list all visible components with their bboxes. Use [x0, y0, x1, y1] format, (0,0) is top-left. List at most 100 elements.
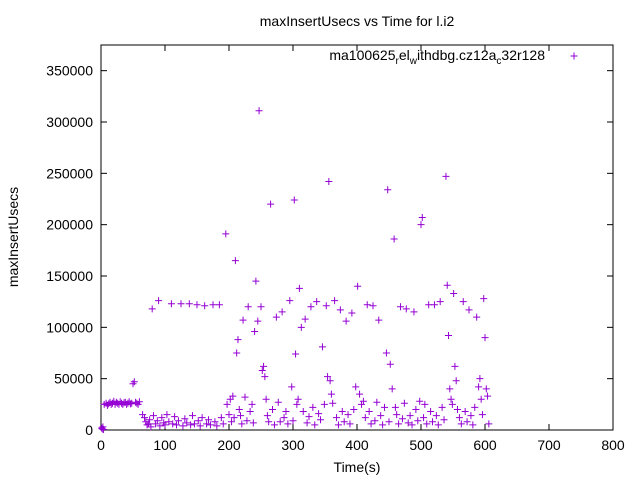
- data-point: [361, 414, 369, 422]
- data-point: [269, 405, 277, 413]
- data-point: [471, 403, 479, 411]
- data-point: [367, 420, 375, 428]
- y-tick-label: 0: [85, 422, 93, 438]
- data-point: [331, 297, 339, 305]
- data-point: [384, 186, 392, 194]
- data-point: [179, 422, 187, 430]
- data-point: [430, 301, 438, 309]
- data-point: [257, 303, 265, 311]
- data-point: [429, 418, 437, 426]
- data-point: [201, 302, 209, 310]
- data-point: [267, 200, 275, 208]
- data-point: [354, 282, 362, 290]
- data-point: [155, 297, 163, 305]
- data-point: [303, 419, 311, 427]
- data-point: [398, 415, 406, 423]
- data-point: [262, 395, 270, 403]
- data-point: [324, 373, 332, 381]
- data-point: [263, 412, 271, 420]
- data-point: [350, 405, 358, 413]
- data-point: [141, 414, 149, 422]
- data-point: [301, 315, 309, 323]
- data-point: [126, 400, 134, 408]
- data-point: [274, 398, 282, 406]
- data-point: [388, 385, 396, 393]
- data-point: [329, 399, 337, 407]
- data-point: [457, 420, 465, 428]
- data-point: [438, 403, 446, 411]
- data-point: [169, 420, 177, 428]
- data-point: [241, 393, 249, 401]
- data-point: [346, 420, 354, 428]
- data-point: [453, 405, 461, 413]
- data-point: [473, 313, 481, 321]
- data-point: [153, 417, 161, 425]
- data-point: [270, 421, 278, 429]
- data-point: [223, 400, 231, 408]
- data-point: [365, 408, 373, 416]
- legend-label-sub3: c: [496, 56, 501, 67]
- data-point: [272, 313, 280, 321]
- y-tick-label: 250000: [46, 165, 93, 181]
- data-point: [451, 362, 459, 370]
- y-tick-label: 150000: [46, 268, 93, 284]
- data-point: [243, 417, 251, 425]
- x-axis-title: Time(s): [334, 459, 381, 475]
- data-point: [334, 421, 342, 429]
- data-point: [219, 420, 227, 428]
- data-point: [336, 306, 344, 314]
- y-axis-title: maxInsertUsecs: [5, 187, 21, 287]
- data-point: [100, 425, 108, 433]
- data-point: [391, 403, 399, 411]
- data-point: [163, 411, 171, 419]
- data-point: [317, 416, 325, 424]
- data-point: [327, 390, 335, 398]
- data-point: [356, 390, 364, 398]
- x-tick-label: 500: [409, 437, 433, 453]
- data-point: [203, 420, 211, 428]
- data-point: [189, 412, 197, 420]
- data-point: [185, 300, 193, 308]
- legend-marker-symbol: [570, 52, 578, 60]
- data-point: [440, 416, 448, 424]
- data-point: [326, 377, 334, 385]
- data-point: [284, 420, 292, 428]
- data-point: [421, 400, 429, 408]
- data-point: [386, 360, 394, 368]
- data-point: [309, 403, 317, 411]
- data-point: [450, 289, 458, 297]
- data-point: [194, 417, 202, 425]
- data-point: [338, 408, 346, 416]
- data-point: [340, 418, 348, 426]
- y-tick-label: 50000: [54, 371, 93, 387]
- data-point: [295, 284, 303, 292]
- chart-title: maxInsertUsecs vs Time for l.i2: [260, 13, 455, 29]
- data-point: [443, 281, 451, 289]
- data-point: [395, 420, 403, 428]
- data-point: [348, 309, 356, 317]
- legend-label-mid2: ithdbg.cz12a: [417, 47, 497, 63]
- data-point: [183, 419, 191, 427]
- data-point: [211, 418, 219, 426]
- data-point: [244, 303, 252, 311]
- data-point: [261, 373, 269, 381]
- data-point: [225, 411, 233, 419]
- data-point: [213, 422, 221, 430]
- data-point: [165, 418, 173, 426]
- data-point: [311, 421, 319, 429]
- data-point: [416, 397, 424, 405]
- data-point: [196, 422, 204, 430]
- data-point: [239, 316, 247, 324]
- x-tick-label: 400: [345, 437, 369, 453]
- x-tick-label: 300: [281, 437, 305, 453]
- data-point: [258, 366, 266, 374]
- data-point: [447, 395, 455, 403]
- data-point: [307, 303, 315, 311]
- x-tick-label: 100: [153, 437, 177, 453]
- data-point: [146, 416, 154, 424]
- data-point: [217, 414, 225, 422]
- data-point: [230, 414, 238, 422]
- y-tick-label: 300000: [46, 114, 93, 130]
